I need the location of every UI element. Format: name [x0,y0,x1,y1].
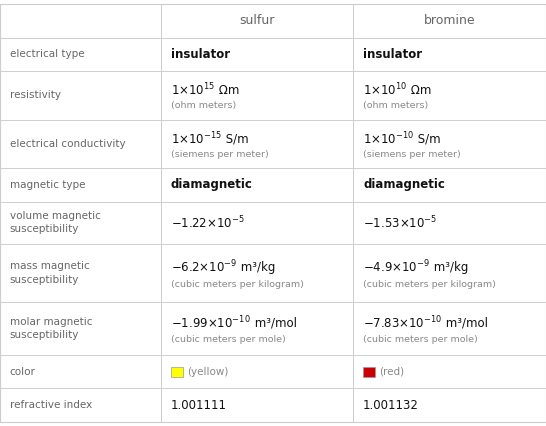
Text: $1{\times}10^{-10}$: $1{\times}10^{-10}$ [363,131,414,147]
Text: insulator: insulator [363,48,422,60]
Text: sulfur: sulfur [240,14,275,27]
Text: (cubic meters per kilogram): (cubic meters per kilogram) [171,280,304,289]
Bar [161,4,353,37]
Text: Ωm: Ωm [407,84,432,97]
Text: m³/kg: m³/kg [430,261,468,273]
Bar [353,168,546,201]
Bar [363,367,375,377]
Bar [161,355,353,389]
Bar [0,37,161,71]
Text: electrical type: electrical type [10,49,85,59]
Text: (cubic meters per mole): (cubic meters per mole) [363,335,478,344]
Text: color: color [10,367,35,377]
Text: Ωm: Ωm [215,84,239,97]
Text: 1.001111: 1.001111 [171,399,227,412]
Bar [161,244,353,302]
Bar [353,201,546,244]
Bar [353,244,546,302]
Bar [161,201,353,244]
Bar [353,355,546,389]
Bar [353,71,546,120]
Bar [161,37,353,71]
Text: $-1.99{\times}10^{-10}$: $-1.99{\times}10^{-10}$ [171,315,251,331]
Text: (yellow): (yellow) [187,367,229,377]
Text: S/m: S/m [414,132,441,146]
Text: (cubic meters per mole): (cubic meters per mole) [171,335,286,344]
Text: $-4.9{\times}10^{-9}$: $-4.9{\times}10^{-9}$ [363,259,430,276]
Bar [0,71,161,120]
Text: $-6.2{\times}10^{-9}$: $-6.2{\times}10^{-9}$ [171,259,238,276]
Text: m³/mol: m³/mol [442,317,488,330]
Text: volume magnetic
susceptibility: volume magnetic susceptibility [10,211,100,234]
Text: diamagnetic: diamagnetic [363,178,445,191]
Text: electrical conductivity: electrical conductivity [10,139,126,149]
Text: $-1.22{\times}10^{-5}$: $-1.22{\times}10^{-5}$ [171,215,245,231]
Text: resistivity: resistivity [10,90,61,100]
Text: (red): (red) [379,367,405,377]
Text: (ohm meters): (ohm meters) [363,101,429,110]
Text: (ohm meters): (ohm meters) [171,101,236,110]
Text: insulator: insulator [171,48,230,60]
Bar [161,389,353,422]
Bar [171,367,183,377]
Text: $-1.53{\times}10^{-5}$: $-1.53{\times}10^{-5}$ [363,215,437,231]
Text: molar magnetic
susceptibility: molar magnetic susceptibility [10,317,92,340]
Bar [353,389,546,422]
Text: mass magnetic
susceptibility: mass magnetic susceptibility [10,261,90,285]
Text: diamagnetic: diamagnetic [171,178,253,191]
Text: $1{\times}10^{10}$: $1{\times}10^{10}$ [363,82,407,98]
Text: magnetic type: magnetic type [10,180,85,190]
Text: (cubic meters per kilogram): (cubic meters per kilogram) [363,280,496,289]
Bar [0,4,161,37]
Bar [353,4,546,37]
Bar [0,355,161,389]
Text: $1{\times}10^{-15}$: $1{\times}10^{-15}$ [171,131,222,147]
Text: (siemens per meter): (siemens per meter) [171,150,269,159]
Text: refractive index: refractive index [10,400,92,410]
Bar [161,120,353,168]
Text: m³/mol: m³/mol [251,317,296,330]
Bar [161,71,353,120]
Bar [0,302,161,355]
Text: 1.001132: 1.001132 [363,399,419,412]
Text: bromine: bromine [424,14,476,27]
Bar [0,244,161,302]
Bar [161,168,353,201]
Bar [353,37,546,71]
Bar [0,168,161,201]
Text: $1{\times}10^{15}$: $1{\times}10^{15}$ [171,82,215,98]
Bar [353,120,546,168]
Text: m³/kg: m³/kg [238,261,276,273]
Text: S/m: S/m [222,132,248,146]
Bar [161,302,353,355]
Bar [0,201,161,244]
Bar [353,302,546,355]
Bar [0,120,161,168]
Bar [0,389,161,422]
Text: $-7.83{\times}10^{-10}$: $-7.83{\times}10^{-10}$ [363,315,442,331]
Text: (siemens per meter): (siemens per meter) [363,150,461,159]
